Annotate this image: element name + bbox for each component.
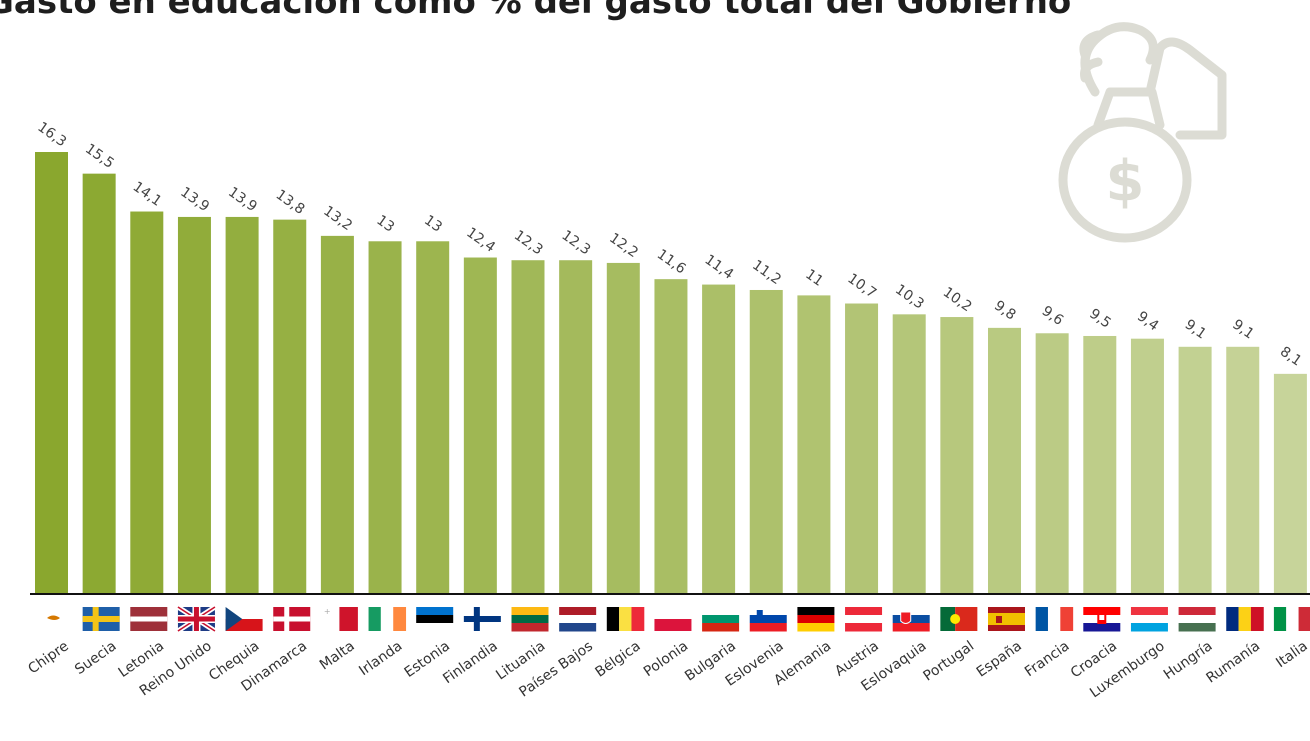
slovakia-flag-icon — [892, 607, 930, 632]
value-label: 9,4 — [1134, 308, 1161, 334]
value-label: 15,5 — [82, 141, 117, 172]
cyprus-flag-icon — [35, 607, 72, 631]
bar-croacia — [1083, 335, 1117, 593]
belgium-flag-icon — [606, 607, 645, 631]
value-label: 13,9 — [225, 184, 260, 215]
value-label: 13,2 — [320, 203, 355, 234]
bar-polonia — [654, 279, 688, 593]
value-label: 11,4 — [702, 252, 737, 283]
value-label: 13,8 — [273, 187, 308, 218]
value-label: 13 — [373, 212, 397, 235]
germany-flag-icon — [797, 607, 835, 632]
bar-irlanda — [368, 241, 402, 593]
money-bag-icon: $ — [1058, 22, 1227, 243]
category-label: España — [974, 638, 1025, 680]
value-label: 12,3 — [559, 227, 594, 258]
value-label: 12,4 — [463, 225, 498, 256]
italy-flag-icon — [1273, 607, 1310, 631]
chart-title: Gasto en educación como % del gasto tota… — [0, 0, 1072, 22]
bar-luxemburgo — [1130, 338, 1164, 593]
bar-letonia — [130, 211, 164, 593]
category-label: Italia — [1273, 638, 1310, 671]
value-label: 11,6 — [654, 246, 689, 277]
value-label: 10,7 — [844, 271, 879, 302]
lithuania-flag-icon — [511, 607, 549, 632]
category-label: Bélgica — [592, 638, 643, 680]
hungary-flag-icon — [1178, 607, 1216, 632]
ireland-flag-icon — [368, 607, 407, 631]
bar-rumanía — [1226, 346, 1260, 593]
bar-países-bajos — [559, 260, 593, 593]
value-label: 10,2 — [940, 284, 975, 315]
value-label: 9,8 — [991, 298, 1018, 324]
bar-eslovaquia — [892, 314, 926, 593]
category-label: Rumanía — [1203, 638, 1263, 686]
value-label: 9,1 — [1182, 317, 1209, 343]
category-label: Finlandia — [440, 638, 500, 687]
svg-text:+: + — [324, 607, 331, 616]
value-label: 8,1 — [1277, 344, 1304, 370]
bar-malta — [320, 235, 354, 594]
czechia-flag-icon — [225, 607, 263, 631]
bar-alemania — [797, 295, 831, 593]
category-label: Francia — [1022, 638, 1072, 680]
bar-francia — [1035, 333, 1069, 593]
latvia-flag-icon — [130, 607, 168, 631]
value-label: 16,3 — [34, 119, 69, 150]
bar-chipre — [35, 152, 68, 593]
bar-eslovenia — [749, 289, 783, 593]
bar-suecia — [82, 173, 116, 593]
value-label: 9,5 — [1086, 306, 1113, 332]
slovenia-flag-icon — [749, 607, 787, 632]
bar-estonia — [416, 241, 450, 593]
value-label: 13 — [421, 212, 445, 235]
bar-bulgaria — [702, 284, 736, 593]
luxembourg-flag-icon — [1130, 607, 1168, 632]
bar-italia — [1273, 373, 1307, 593]
value-label: 11 — [802, 266, 826, 289]
finland-flag-icon — [463, 607, 501, 631]
category-label: Suecia — [72, 638, 119, 678]
value-label: 9,6 — [1039, 303, 1066, 329]
category-label: Malta — [317, 638, 358, 673]
bar-bélgica — [606, 262, 640, 593]
austria-flag-icon — [845, 607, 883, 632]
value-label: 12,2 — [606, 230, 641, 261]
bar-reino-unido — [177, 216, 211, 594]
bar-dinamarca — [273, 219, 307, 593]
value-label: 9,1 — [1229, 317, 1256, 343]
sweden-flag-icon — [82, 607, 120, 631]
netherlands-flag-icon — [559, 607, 597, 632]
uk-flag-icon — [176, 604, 217, 634]
malta-flag-icon: + — [320, 607, 358, 631]
bar-españa — [988, 327, 1021, 593]
bar-lituania — [511, 260, 545, 593]
estonia-flag-icon — [416, 607, 454, 632]
portugal-flag-icon — [940, 607, 978, 631]
france-flag-icon — [1035, 607, 1074, 631]
spain-flag-icon — [988, 607, 1025, 631]
bar-chequia — [225, 216, 259, 594]
value-label: 11,2 — [749, 257, 784, 288]
romania-flag-icon — [1226, 607, 1264, 631]
value-label: 12,3 — [511, 227, 546, 258]
category-label: Portugal — [920, 638, 977, 684]
bar-finlandia — [463, 257, 497, 593]
category-label: Irlanda — [356, 638, 405, 679]
croatia-flag-icon — [1083, 607, 1121, 632]
svg-text:$: $ — [1106, 149, 1145, 214]
bulgaria-flag-icon — [702, 607, 740, 632]
category-label: Chipre — [25, 638, 71, 677]
value-label: 13,9 — [177, 184, 212, 215]
value-label: 10,3 — [892, 282, 927, 313]
bar-austria — [845, 303, 879, 593]
bar-hungría — [1178, 346, 1212, 593]
denmark-flag-icon — [273, 607, 311, 631]
bar-portugal — [940, 317, 974, 593]
value-label: 14,1 — [130, 179, 165, 210]
poland-flag-icon — [654, 607, 692, 631]
